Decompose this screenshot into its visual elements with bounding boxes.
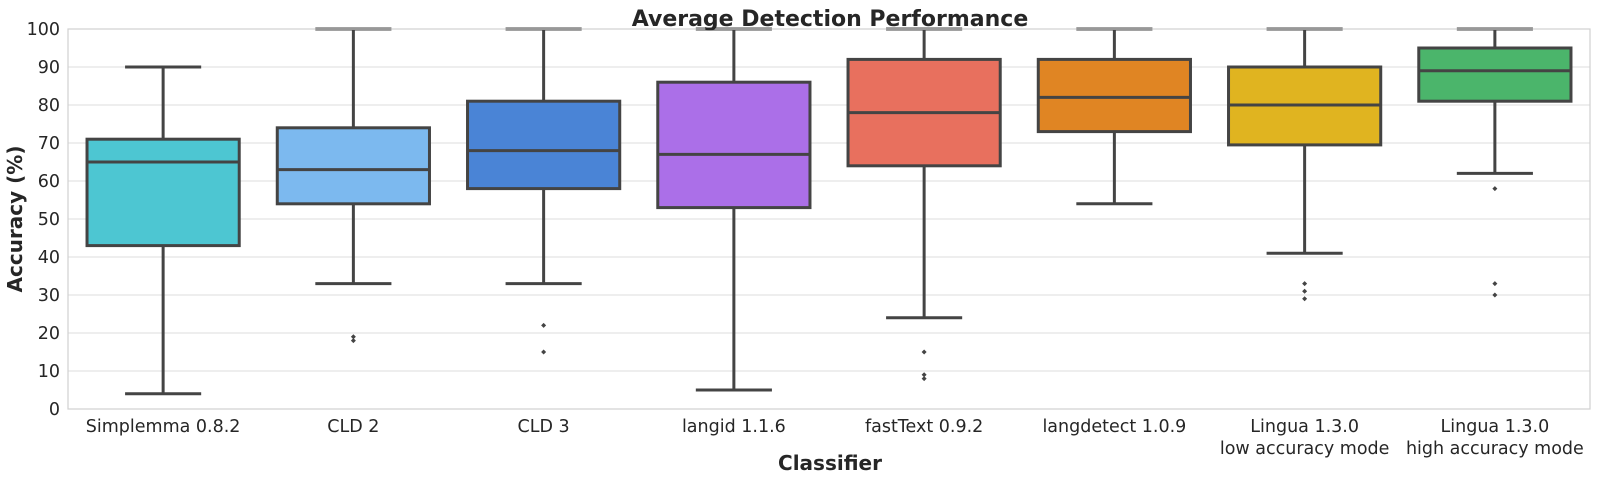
outlier-point (921, 349, 927, 355)
iqr-box (466, 99, 622, 191)
x-tick-label: fastText 0.9.2 (865, 417, 983, 437)
box-group (85, 65, 241, 396)
outlier-point (921, 376, 927, 382)
x-tick-label: langdetect 1.0.9 (1042, 417, 1186, 437)
outlier-point (541, 322, 547, 328)
x-axis-label: Classifier (778, 451, 882, 475)
outlier-point (921, 372, 927, 378)
x-tick-label: CLD 3 (518, 417, 570, 437)
x-tick-label: Simplemma 0.8.2 (86, 417, 241, 437)
x-axis-ticks: Simplemma 0.8.2 CLD 2 CLD 3 langid 1.1.6 fas… (86, 417, 1584, 459)
x-tick-label: langid 1.1.6 (682, 417, 786, 437)
y-tick-label: 60 (38, 172, 60, 192)
y-tick-label: 80 (38, 96, 60, 116)
iqr-box (275, 126, 431, 206)
y-tick-label: 100 (27, 20, 60, 40)
y-tick-label: 90 (38, 58, 60, 78)
y-tick-label: 0 (49, 400, 60, 420)
y-tick-label: 50 (38, 210, 60, 230)
y-tick-label: 20 (38, 324, 60, 344)
x-tick-label: high accuracy mode (1406, 439, 1584, 459)
plot-area-frame (67, 28, 1591, 410)
outlier-point (541, 349, 547, 355)
y-tick-label: 10 (38, 362, 60, 382)
outlier-point (1302, 296, 1308, 302)
outlier-point (350, 338, 356, 344)
x-tick-label: low accuracy mode (1220, 439, 1390, 459)
iqr-box (1036, 57, 1192, 134)
outlier-point (1302, 281, 1308, 287)
box-group (656, 27, 812, 392)
box-plot-series (85, 27, 1573, 396)
outlier-point (1492, 292, 1498, 298)
outlier-point (350, 334, 356, 340)
y-tick-label: 40 (38, 248, 60, 268)
x-tick-label: Lingua 1.3.0 (1441, 417, 1550, 437)
iqr-box (85, 137, 241, 248)
box-group (846, 27, 1002, 382)
y-tick-label: 30 (38, 286, 60, 306)
y-axis-label: Accuracy (%) (3, 146, 27, 293)
chart-title: Average Detection Performance (632, 7, 1029, 32)
outlier-point (1492, 186, 1498, 192)
box-group (466, 27, 622, 355)
box-group (1227, 27, 1383, 302)
iqr-box (1417, 46, 1573, 103)
box-group (1036, 27, 1192, 206)
iqr-box (656, 80, 812, 210)
outlier-point (1492, 281, 1498, 287)
y-axis-ticks: 0 10 20 30 40 50 60 70 80 90 100 (27, 20, 60, 420)
x-tick-label: CLD 2 (327, 417, 379, 437)
y-tick-label: 70 (38, 134, 60, 154)
box-group (275, 27, 431, 344)
x-tick-label: Lingua 1.3.0 (1250, 417, 1359, 437)
outlier-point (1302, 288, 1308, 294)
